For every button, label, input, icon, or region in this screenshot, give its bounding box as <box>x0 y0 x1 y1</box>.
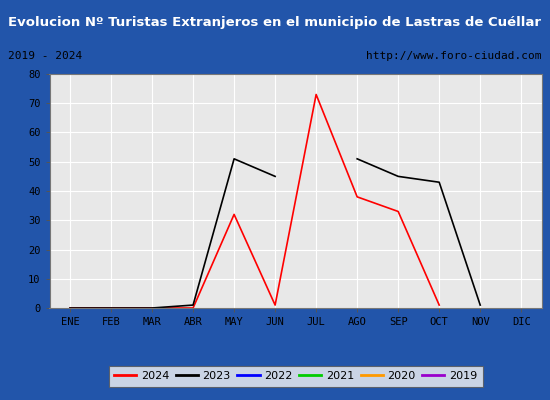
Text: http://www.foro-ciudad.com: http://www.foro-ciudad.com <box>366 51 542 61</box>
Text: 2019 - 2024: 2019 - 2024 <box>8 51 82 61</box>
Legend: 2024, 2023, 2022, 2021, 2020, 2019: 2024, 2023, 2022, 2021, 2020, 2019 <box>108 366 483 387</box>
Text: Evolucion Nº Turistas Extranjeros en el municipio de Lastras de Cuéllar: Evolucion Nº Turistas Extranjeros en el … <box>8 16 542 29</box>
